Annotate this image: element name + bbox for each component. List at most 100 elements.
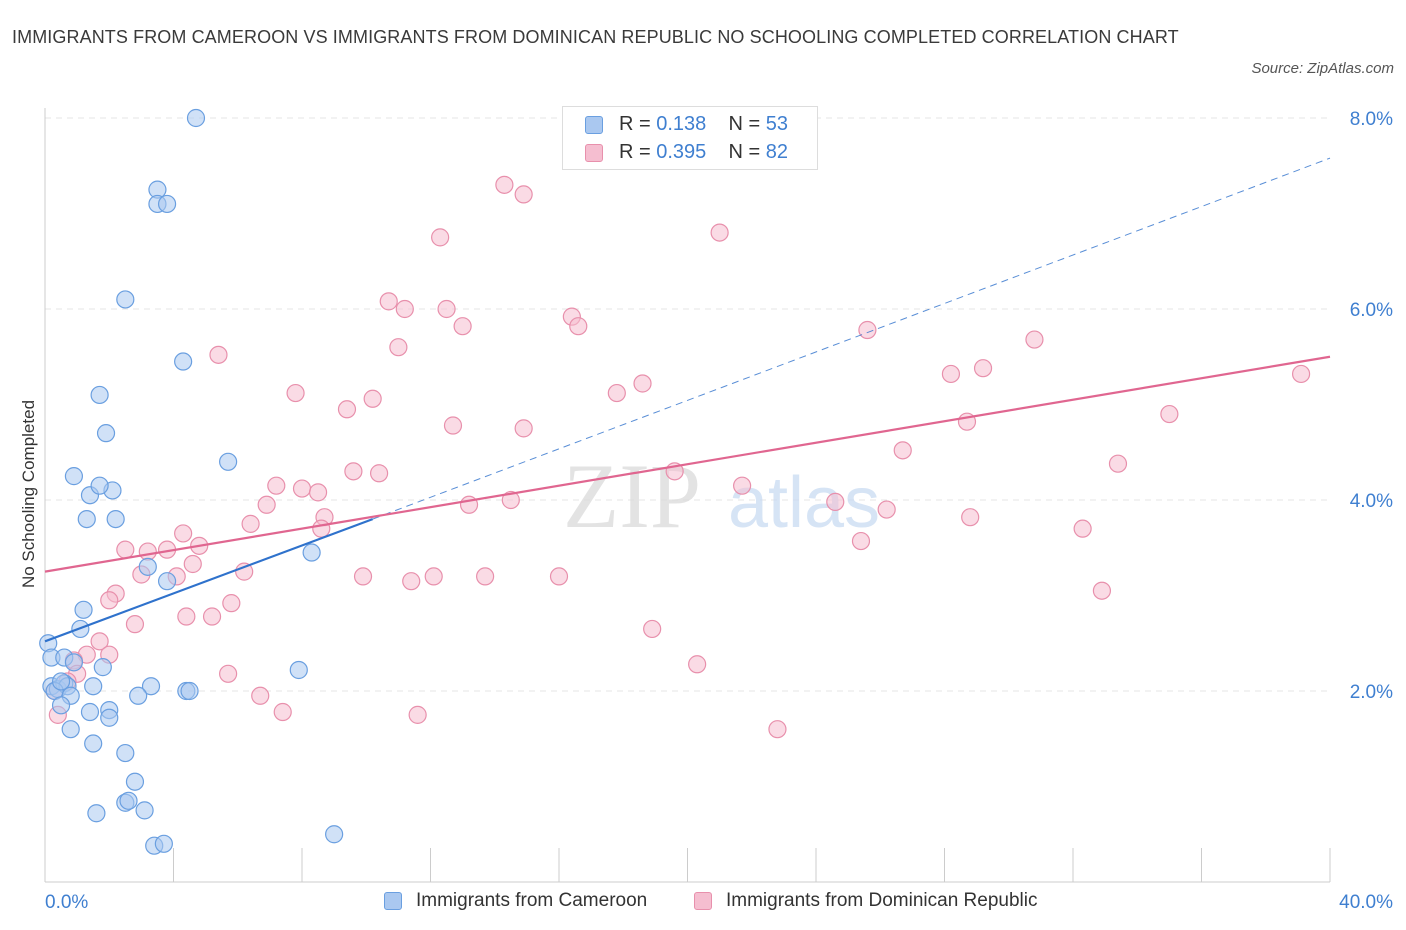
n-value: 53 bbox=[765, 113, 789, 135]
dominican-point bbox=[858, 320, 877, 340]
dominican-point bbox=[402, 572, 421, 591]
dominican-point bbox=[90, 632, 109, 651]
dominican-point bbox=[941, 364, 961, 384]
dominican-point bbox=[424, 567, 443, 586]
dominican-point bbox=[431, 228, 450, 247]
dominican-point bbox=[893, 441, 912, 460]
n-label: N = bbox=[728, 113, 766, 135]
r-value: 0.138 bbox=[656, 113, 707, 135]
dominican-point bbox=[1025, 330, 1044, 349]
dominican-point bbox=[222, 594, 241, 613]
stats-legend: R = 0.138 N = 53 R = 0.395 N = 82 bbox=[562, 106, 818, 170]
dominican-point bbox=[379, 292, 398, 311]
dominican-point bbox=[219, 664, 238, 683]
dominican-point bbox=[688, 655, 707, 674]
series-legend: Immigrants from Cameroon Immigrants from… bbox=[0, 888, 1406, 916]
cameroon-point bbox=[90, 385, 109, 405]
x-tick-label-min: 0.0% bbox=[45, 892, 88, 913]
watermark-atlas: atlas bbox=[728, 463, 880, 543]
dominican-point bbox=[370, 464, 389, 483]
dominican-point bbox=[408, 705, 427, 724]
cameroon-point bbox=[154, 834, 173, 853]
dominican-point bbox=[476, 567, 495, 586]
dominican-point bbox=[961, 508, 980, 527]
dominican-point bbox=[138, 542, 157, 561]
dominican-point bbox=[353, 567, 373, 586]
dominican-swatch bbox=[694, 892, 712, 910]
cameroon-point bbox=[289, 660, 308, 680]
cameroon-point bbox=[64, 653, 84, 672]
series-cameroon-points bbox=[39, 108, 344, 855]
dominican-point bbox=[501, 490, 520, 510]
cameroon-point bbox=[119, 791, 138, 810]
dominican-point bbox=[209, 345, 228, 364]
cameroon-point bbox=[125, 772, 145, 791]
cameroon-point bbox=[90, 476, 109, 495]
cameroon-point bbox=[106, 509, 125, 529]
dominican-point bbox=[337, 400, 357, 419]
dominican-point bbox=[273, 702, 292, 722]
dominican-point bbox=[1108, 454, 1128, 473]
cameroon-point bbox=[186, 108, 206, 128]
cameroon-point bbox=[80, 702, 100, 722]
cameroon-trend-line bbox=[44, 518, 374, 643]
dominican-trend-line bbox=[44, 355, 1331, 573]
trend-lines bbox=[44, 157, 1331, 643]
watermark: ZIP atlas bbox=[563, 445, 880, 547]
y-tick-label: 6.0% bbox=[1350, 300, 1393, 321]
y-tick-label: 4.0% bbox=[1350, 491, 1393, 512]
cameroon-point bbox=[116, 290, 135, 309]
dominican-point bbox=[569, 317, 588, 336]
dominican-point bbox=[443, 416, 463, 435]
cameroon-point bbox=[219, 452, 238, 471]
dominican-point bbox=[235, 562, 254, 581]
dominican-point bbox=[973, 359, 993, 378]
dominican-point bbox=[826, 492, 845, 512]
cameroon-point bbox=[116, 743, 135, 763]
dominican-point bbox=[1291, 364, 1311, 384]
dominican-point bbox=[174, 524, 193, 543]
cameroon-point bbox=[302, 543, 321, 562]
dominican-point bbox=[607, 383, 626, 403]
legend-label: Immigrants from Dominican Republic bbox=[726, 890, 1038, 911]
dominican-point bbox=[495, 175, 514, 194]
source-label: Source: ZipAtlas.com bbox=[1251, 60, 1394, 77]
cameroon-point bbox=[157, 194, 177, 214]
cameroon-point bbox=[93, 658, 112, 677]
dominican-point bbox=[308, 483, 328, 502]
n-label: N = bbox=[728, 141, 766, 163]
chart-title: IMMIGRANTS FROM CAMEROON VS IMMIGRANTS F… bbox=[12, 27, 1179, 47]
dominican-point bbox=[395, 299, 414, 319]
cameroon-point bbox=[180, 681, 199, 701]
dominican-point bbox=[768, 720, 787, 739]
cameroon-point bbox=[77, 509, 96, 529]
y-axis-label: No Schooling Completed bbox=[19, 400, 38, 588]
n-value: 82 bbox=[765, 141, 789, 163]
cameroon-point bbox=[174, 352, 193, 371]
dominican-point bbox=[1160, 404, 1179, 424]
dominican-point bbox=[292, 479, 312, 498]
dominican-point bbox=[514, 185, 533, 204]
y-tick-label: 2.0% bbox=[1350, 682, 1393, 703]
cameroon-trend-extension bbox=[372, 157, 1331, 520]
dominican-point bbox=[453, 317, 472, 336]
tick-labels: 2.0% 4.0% 6.0% 8.0% 0.0% 40.0% bbox=[45, 109, 1393, 913]
dominican-point bbox=[251, 686, 270, 705]
dominican-point bbox=[710, 223, 729, 242]
watermark-zip: ZIP bbox=[563, 445, 701, 547]
cameroon-point bbox=[129, 686, 148, 705]
cameroon-point bbox=[74, 600, 93, 619]
dominican-point bbox=[257, 495, 276, 514]
dominican-point bbox=[643, 619, 662, 639]
dominican-point bbox=[344, 462, 363, 481]
x-tick-label-max: 40.0% bbox=[1339, 892, 1393, 913]
cameroon-point bbox=[135, 801, 154, 820]
dominican-point bbox=[183, 554, 202, 574]
cameroon-point bbox=[87, 804, 106, 823]
cameroon-point bbox=[61, 720, 80, 739]
dominican-point bbox=[100, 591, 119, 610]
dominican-point bbox=[549, 567, 569, 586]
dominican-point bbox=[733, 476, 752, 495]
dominican-point bbox=[363, 389, 382, 408]
